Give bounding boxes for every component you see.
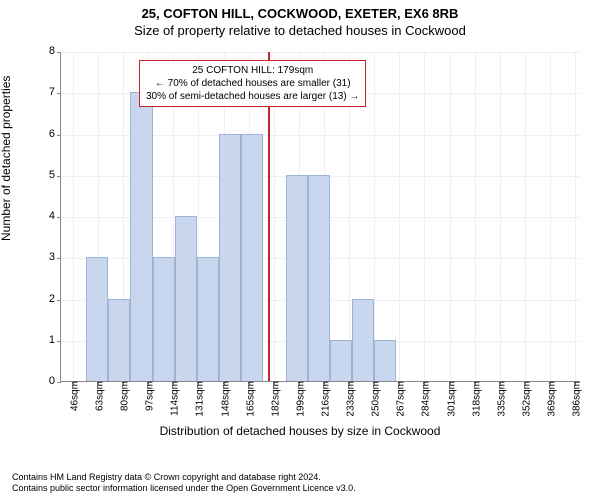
xtick-label: 199sqm [291, 381, 306, 417]
xtick-label: 335sqm [492, 381, 507, 417]
xtick-label: 80sqm [116, 381, 131, 411]
annotation-line2: ← 70% of detached houses are smaller (31… [146, 77, 359, 90]
ytick-label: 7 [49, 86, 61, 98]
footer-attribution: Contains HM Land Registry data © Crown c… [12, 472, 356, 495]
ytick-label: 8 [49, 45, 61, 57]
gridline-v [424, 52, 425, 381]
xtick-label: 148sqm [216, 381, 231, 417]
gridline-v [374, 52, 375, 381]
footer-line2: Contains public sector information licen… [12, 483, 356, 494]
histogram-bar [197, 257, 219, 381]
xtick-label: 165sqm [241, 381, 256, 417]
gridline-v [475, 52, 476, 381]
xtick-label: 216sqm [316, 381, 331, 417]
gridline-v [525, 52, 526, 381]
title-address: 25, COFTON HILL, COCKWOOD, EXETER, EX6 8… [0, 6, 600, 21]
xtick-label: 131sqm [191, 381, 206, 417]
histogram-bar [308, 175, 330, 381]
title-subtitle: Size of property relative to detached ho… [0, 23, 600, 38]
xtick-label: 63sqm [90, 381, 105, 411]
ytick-label: 4 [49, 210, 61, 222]
ytick-label: 0 [49, 375, 61, 387]
gridline-v [399, 52, 400, 381]
histogram-bar [241, 134, 263, 382]
histogram-bar [86, 257, 108, 381]
histogram-bar [175, 216, 197, 381]
title-block: 25, COFTON HILL, COCKWOOD, EXETER, EX6 8… [0, 0, 600, 38]
xtick-label: 233sqm [342, 381, 357, 417]
annotation-box: 25 COFTON HILL: 179sqm← 70% of detached … [139, 60, 366, 107]
xtick-label: 182sqm [266, 381, 281, 417]
annotation-line1: 25 COFTON HILL: 179sqm [146, 64, 359, 77]
histogram-bar [130, 92, 152, 381]
ytick-label: 1 [49, 334, 61, 346]
histogram-bar [286, 175, 308, 381]
xtick-label: 386sqm [568, 381, 583, 417]
xtick-label: 97sqm [141, 381, 156, 411]
xtick-label: 318sqm [467, 381, 482, 417]
footer-line1: Contains HM Land Registry data © Crown c… [12, 472, 356, 483]
ytick-label: 6 [49, 128, 61, 140]
ytick-label: 2 [49, 293, 61, 305]
gridline-v [550, 52, 551, 381]
xtick-label: 352sqm [517, 381, 532, 417]
xtick-label: 267sqm [392, 381, 407, 417]
annotation-line3: 30% of semi-detached houses are larger (… [146, 90, 359, 103]
histogram-bar [374, 340, 396, 381]
histogram-bar [352, 299, 374, 382]
ytick-label: 3 [49, 251, 61, 263]
plot-area: 01234567846sqm63sqm80sqm97sqm114sqm131sq… [60, 52, 580, 382]
y-axis-label: Number of detached properties [0, 76, 13, 241]
histogram-bar [330, 340, 352, 381]
xtick-label: 369sqm [542, 381, 557, 417]
gridline-v [500, 52, 501, 381]
xtick-label: 284sqm [417, 381, 432, 417]
histogram-bar [219, 134, 241, 382]
gridline-v [450, 52, 451, 381]
xtick-label: 46sqm [65, 381, 80, 411]
xtick-label: 250sqm [367, 381, 382, 417]
histogram-bar [153, 257, 175, 381]
histogram-bar [108, 299, 130, 382]
xtick-label: 114sqm [166, 381, 181, 416]
ytick-label: 5 [49, 169, 61, 181]
gridline-v [73, 52, 74, 381]
chart-container: Number of detached properties 0123456784… [0, 42, 600, 440]
xtick-label: 301sqm [442, 381, 457, 417]
gridline-v [575, 52, 576, 381]
gridline-h [61, 52, 580, 53]
x-axis-label: Distribution of detached houses by size … [160, 424, 441, 438]
